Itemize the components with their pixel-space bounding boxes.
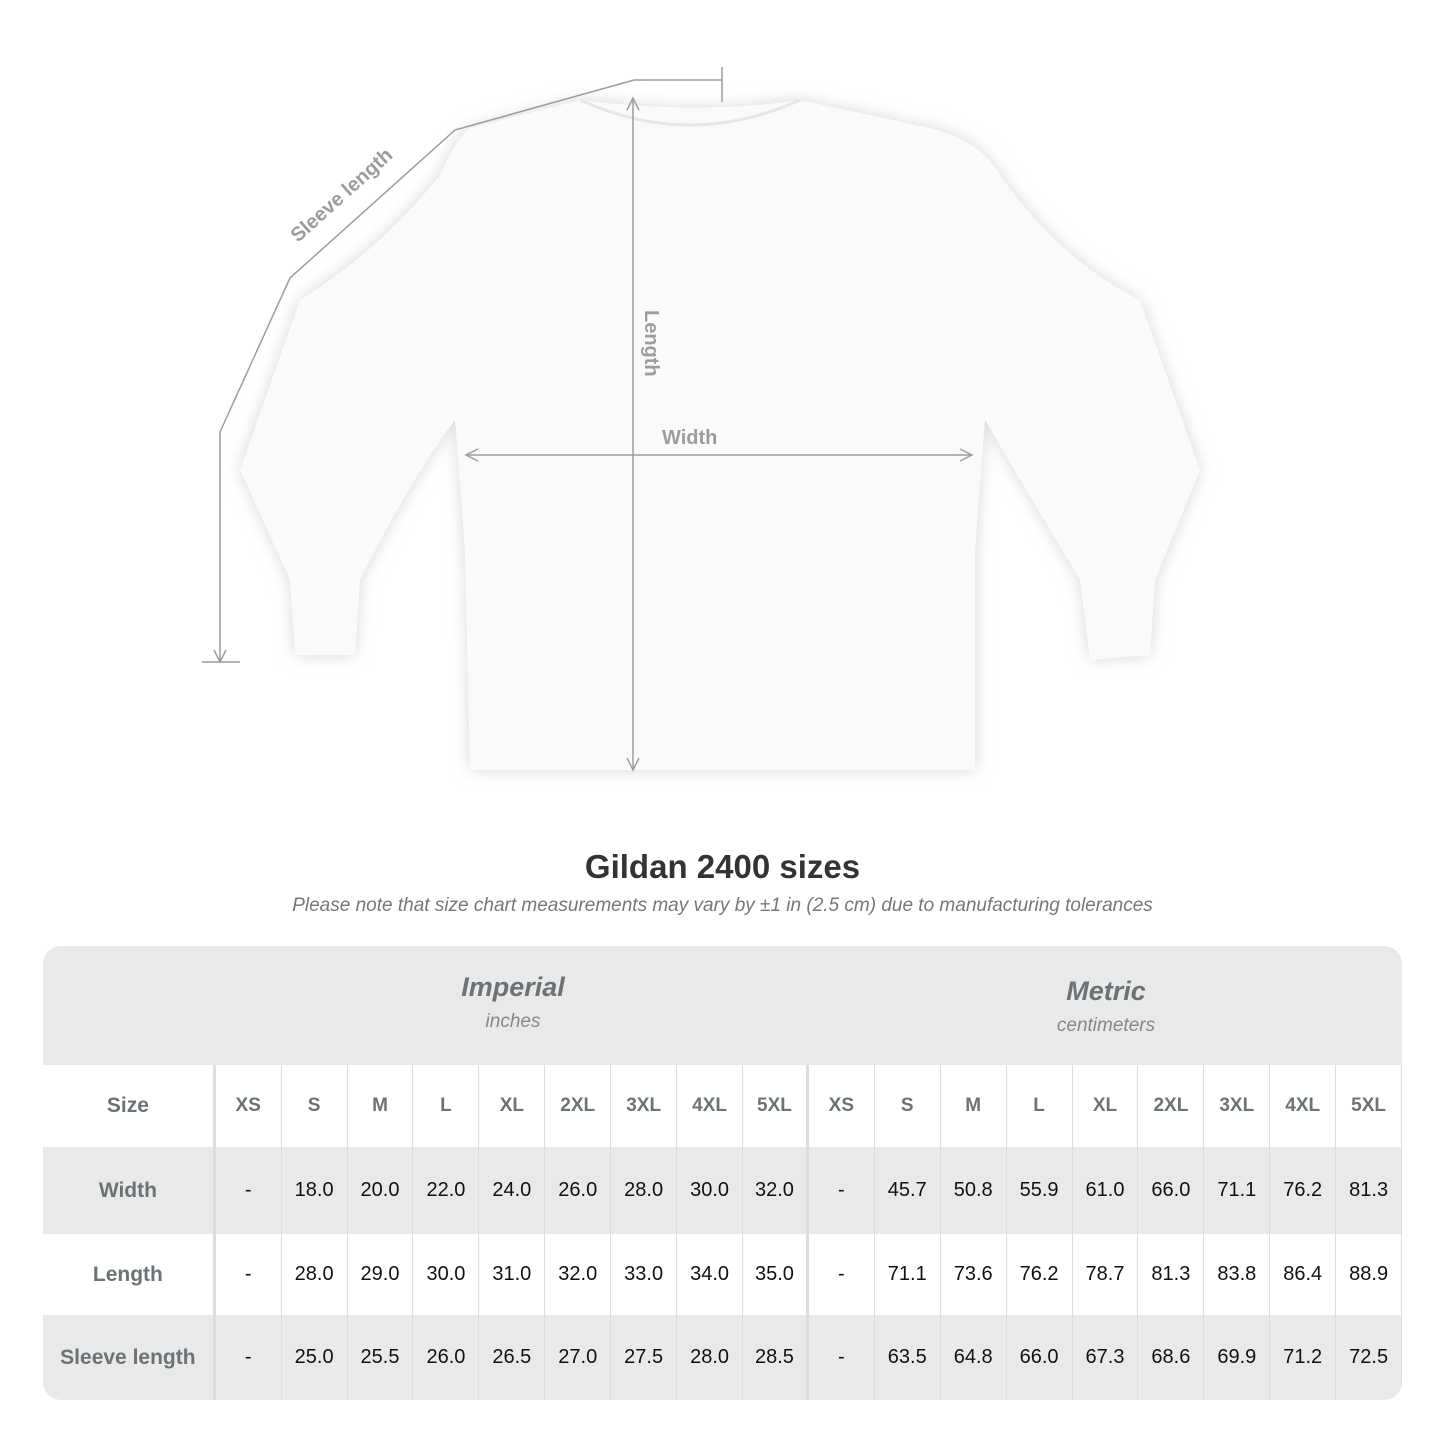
table-cell: 28.5 [743,1315,809,1400]
table-cell: 28.0 [677,1315,743,1400]
table-cell: 50.8 [941,1147,1007,1234]
table-cell: 78.7 [1073,1234,1139,1315]
table-cell: 81.3 [1336,1147,1402,1234]
size-header-cell: XL [479,1065,546,1147]
table-cell: 76.2 [1270,1147,1337,1234]
row-label: Length [43,1234,216,1315]
metric-header: Metric centimeters [810,946,1402,1065]
table-cell: 34.0 [677,1234,743,1315]
table-cell: 83.8 [1204,1234,1271,1315]
table-cell: 76.2 [1007,1234,1073,1315]
size-header-cell: XS [809,1065,875,1147]
table-cell: 71.1 [1204,1147,1271,1234]
width-label: Width [662,427,717,449]
table-cell: 24.0 [479,1147,546,1234]
table-cell: 45.7 [875,1147,941,1234]
table-cell: 69.9 [1204,1315,1271,1400]
table-cell: 32.0 [545,1234,612,1315]
tolerance-note: Please note that size chart measurements… [292,895,1153,916]
shirt-diagram: Sleeve length Length Width [202,67,1200,772]
table-cell: 68.6 [1138,1315,1205,1400]
table-cell: - [809,1147,875,1234]
row-label: Size [43,1065,216,1147]
table-cell: 35.0 [743,1234,809,1315]
shirt-body [240,100,1200,770]
size-header-cell: M [941,1065,1007,1147]
table-cell: 33.0 [611,1234,678,1315]
table-cell: 22.0 [413,1147,480,1234]
table-cell: 86.4 [1270,1234,1337,1315]
size-header-cell: XL [1073,1065,1139,1147]
table-cell: 28.0 [611,1147,678,1234]
table-cell: - [216,1147,282,1234]
table-row: Width -18.0 20.0 22.0 24.0 26.0 28.0 30.0 32.0-4… [43,1147,1402,1234]
table-cell: 20.0 [348,1147,414,1234]
table-cell: 26.0 [545,1147,612,1234]
table-cell: 25.0 [282,1315,348,1400]
table-cell: 66.0 [1007,1315,1073,1400]
table-cell: 29.0 [348,1234,414,1315]
table-cell: 73.6 [941,1234,1007,1315]
row-label: Sleeve length [43,1315,216,1400]
size-header-cell: M [348,1065,414,1147]
size-header-cell: 4XL [677,1065,743,1147]
row-label: Width [43,1147,216,1234]
length-label: Length [640,310,662,377]
table-cell: 26.0 [413,1315,480,1400]
table-cell: 66.0 [1138,1147,1205,1234]
table-cell: 72.5 [1336,1315,1402,1400]
table-cell: 55.9 [1007,1147,1073,1234]
table-cell: 30.0 [677,1147,743,1234]
table-cell: 30.0 [413,1234,480,1315]
table-cell: 26.5 [479,1315,546,1400]
table-cell: 63.5 [875,1315,941,1400]
size-header-cell: S [875,1065,941,1147]
table-cell: 32.0 [743,1147,809,1234]
table-cell: 71.2 [1270,1315,1337,1400]
size-header-cell: 2XL [1138,1065,1205,1147]
table-cell: 31.0 [479,1234,546,1315]
table-cell: 61.0 [1073,1147,1139,1234]
table-cell: 71.1 [875,1234,941,1315]
size-header-cell: XS [216,1065,282,1147]
table-cell: - [216,1315,282,1400]
table-cell: 27.0 [545,1315,612,1400]
size-header-cell: 5XL [1336,1065,1402,1147]
metric-title: Metric [1066,976,1146,1006]
size-header-cell: L [1007,1065,1073,1147]
imperial-title: Imperial [461,972,565,1002]
size-header-cell: 4XL [1270,1065,1337,1147]
size-header-cell: 2XL [545,1065,612,1147]
size-header-cell: S [282,1065,348,1147]
table-cell: 28.0 [282,1234,348,1315]
table-cell: - [216,1234,282,1315]
size-header-cell: 3XL [1204,1065,1271,1147]
size-header-cell: 5XL [743,1065,809,1147]
table-cell: 18.0 [282,1147,348,1234]
page-title: Gildan 2400 sizes [584,848,861,885]
table-cell: - [809,1315,875,1400]
metric-unit: centimeters [1056,1015,1156,1036]
imperial-unit: inches [485,1011,541,1032]
table-cell: 64.8 [941,1315,1007,1400]
sleeve-measure-line [219,79,722,662]
table-row: Length -28.0 29.0 30.0 31.0 32.0 33.0 34.0 35.0-… [43,1234,1402,1315]
imperial-header: Imperial inches [216,946,810,1065]
size-header-cell: L [413,1065,480,1147]
table-cell: 27.5 [611,1315,678,1400]
table-row: Sleeve length -25.0 25.5 26.0 26.5 27.0 27.5 28… [43,1315,1402,1400]
size-header-cell: 3XL [611,1065,678,1147]
table-cell: 88.9 [1336,1234,1402,1315]
table-cell: 25.5 [348,1315,414,1400]
size-header-row: Size XS S M L XL 2XL 3XL 4XL 5XL XS S M L XL 2XL 3XL 4XL 5… [43,1065,1402,1147]
table-cell: - [809,1234,875,1315]
table-cell: 67.3 [1073,1315,1139,1400]
size-table: Imperial inches Metric centimeters Size X… [43,946,1402,1400]
table-cell: 81.3 [1138,1234,1205,1315]
